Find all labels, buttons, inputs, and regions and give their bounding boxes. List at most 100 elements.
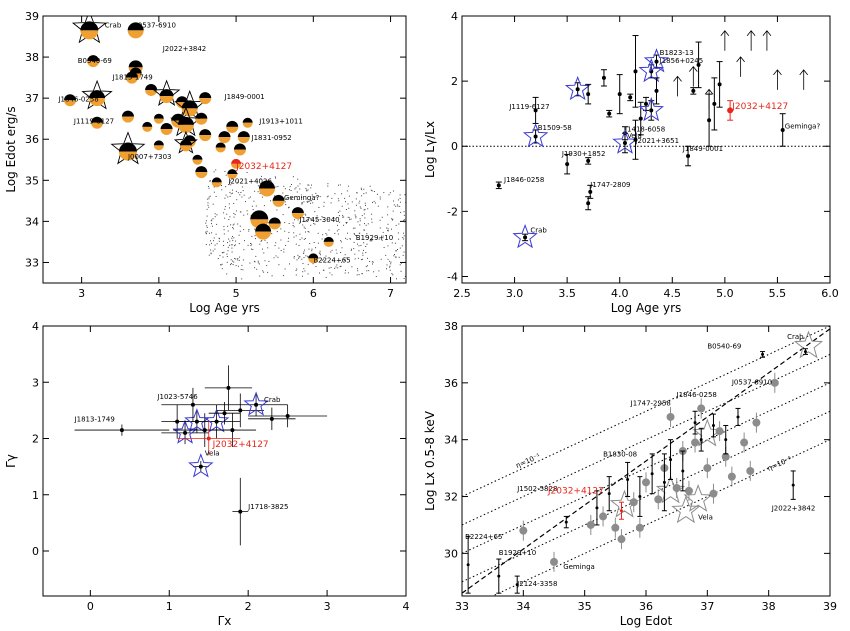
gamma-pulsar-top	[153, 113, 164, 119]
radio-pulsar-dot	[366, 265, 368, 267]
radio-pulsar-dot	[259, 275, 261, 277]
radio-pulsar-dot	[227, 242, 228, 244]
radio-pulsar-dot	[239, 225, 241, 227]
radio-pulsar-dot	[330, 202, 332, 204]
radio-pulsar-dot	[295, 187, 297, 189]
x-tick-label: 2	[245, 600, 252, 613]
radio-pulsar-dot	[363, 188, 365, 190]
radio-pulsar-dot	[239, 256, 241, 258]
gamma-pulsar-top	[215, 142, 226, 148]
radio-pulsar-dot	[254, 190, 256, 192]
radio-pulsar-dot	[232, 224, 234, 226]
pulsar-label: B1823-13	[660, 49, 694, 57]
x-tick-label: 6	[310, 287, 317, 300]
radio-pulsar-dot	[363, 193, 365, 195]
grey-data-point	[715, 427, 724, 436]
radio-pulsar-dot	[277, 256, 279, 258]
radio-pulsar-dot	[297, 199, 299, 201]
y-tick-label: 1	[32, 489, 39, 502]
radio-pulsar-dot	[327, 195, 329, 197]
radio-pulsar-dot	[337, 198, 339, 200]
grey-data-point	[727, 472, 736, 481]
radio-pulsar-dot	[395, 224, 397, 226]
radio-pulsar-dot	[301, 202, 303, 203]
data-point	[650, 472, 654, 476]
gamma-pulsar-bottom	[195, 118, 208, 125]
grey-data-point	[586, 520, 595, 529]
radio-pulsar-dot	[304, 270, 306, 272]
radio-pulsar-dot	[317, 232, 319, 234]
radio-pulsar-dot	[221, 185, 222, 186]
radio-pulsar-dot	[349, 238, 351, 240]
data-point	[183, 430, 188, 435]
radio-pulsar-dot	[233, 216, 235, 218]
radio-pulsar-dot	[371, 190, 373, 192]
radio-pulsar-dot	[208, 187, 210, 189]
radio-pulsar-dot	[307, 201, 309, 203]
pulsar-label: J1747-2958	[630, 400, 671, 408]
data-point	[649, 108, 654, 113]
pulsar-label: J2032+4127	[235, 162, 292, 172]
pulsar-label: J2021+3651	[634, 137, 679, 145]
radio-pulsar-dot	[319, 250, 321, 252]
pulsar-label: J1930+1852	[561, 150, 606, 158]
radio-pulsar-dot	[226, 261, 228, 263]
radio-pulsar-dot	[393, 200, 394, 202]
radio-pulsar-dot	[293, 232, 295, 234]
radio-pulsar-dot	[391, 273, 393, 275]
radio-pulsar-dot	[241, 278, 243, 280]
radio-pulsar-dot	[376, 193, 378, 195]
radio-pulsar-dot	[209, 244, 211, 246]
pulsar-label: Vela	[205, 449, 220, 457]
radio-pulsar-dot	[304, 249, 305, 251]
radio-pulsar-dot	[226, 256, 228, 257]
data-point	[622, 140, 627, 145]
radio-pulsar-dot	[371, 221, 373, 223]
radio-pulsar-dot	[213, 237, 215, 239]
radio-pulsar-dot	[346, 222, 347, 224]
radio-pulsar-dot	[273, 257, 275, 259]
radio-pulsar-dot	[224, 170, 226, 172]
data-point	[669, 458, 673, 462]
radio-pulsar-dot	[383, 247, 385, 248]
gamma-pulsar-bottom	[118, 151, 137, 161]
radio-pulsar-dot	[209, 181, 211, 183]
pulsar-label: B0540-69	[707, 343, 741, 351]
radio-pulsar-dot	[295, 243, 297, 245]
radio-pulsar-dot	[243, 194, 245, 196]
radio-pulsar-dot	[400, 262, 402, 264]
radio-pulsar-dot	[214, 244, 216, 246]
radio-pulsar-dot	[346, 238, 348, 240]
radio-pulsar-dot	[393, 255, 395, 257]
radio-pulsar-dot	[233, 203, 235, 204]
pulsar-label: J1718-3825	[247, 503, 288, 511]
radio-pulsar-dot	[369, 240, 371, 242]
radio-pulsar-dot	[398, 238, 400, 240]
radio-pulsar-dot	[215, 233, 217, 235]
radio-pulsar-dot	[223, 251, 225, 253]
radio-pulsar-dot	[363, 249, 364, 251]
radio-pulsar-dot	[212, 250, 214, 252]
radio-pulsar-dot	[334, 267, 336, 269]
data-point	[226, 385, 231, 390]
radio-pulsar-dot	[288, 231, 290, 233]
radio-pulsar-dot	[303, 238, 305, 240]
radio-pulsar-dot	[240, 269, 242, 270]
radio-pulsar-dot	[391, 242, 393, 244]
radio-pulsar-dot	[238, 259, 240, 261]
radio-pulsar-dot	[235, 210, 237, 212]
grey-data-point	[691, 438, 700, 447]
radio-pulsar-dot	[403, 278, 405, 279]
radio-pulsar-dot	[251, 243, 253, 245]
radio-pulsar-dot	[397, 199, 399, 201]
radio-pulsar-dot	[387, 206, 389, 208]
gamma-pulsar-bottom	[242, 122, 253, 128]
gamma-pulsar-top	[64, 94, 77, 101]
radio-pulsar-dot	[379, 198, 381, 200]
radio-pulsar-dot	[398, 223, 400, 225]
y-axis-ticks: 0 1 2 3 4	[32, 320, 406, 558]
radio-pulsar-dot	[206, 225, 208, 227]
radio-pulsar-dot	[339, 184, 341, 186]
radio-pulsar-dot	[367, 257, 368, 259]
radio-pulsar-dot	[295, 274, 297, 276]
